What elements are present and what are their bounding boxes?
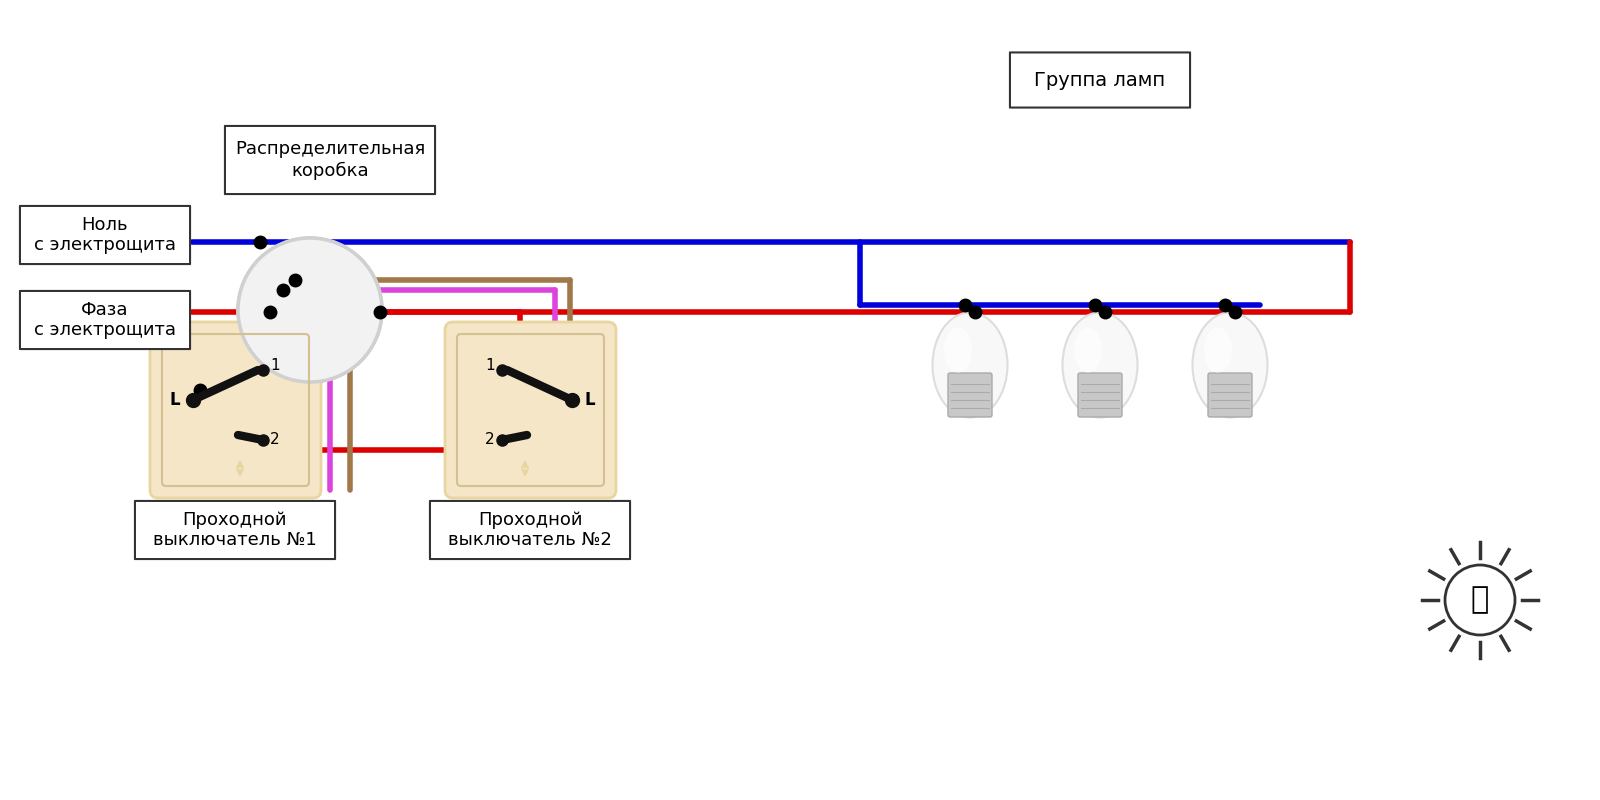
FancyBboxPatch shape bbox=[150, 322, 322, 498]
FancyBboxPatch shape bbox=[430, 501, 630, 559]
Text: 2: 2 bbox=[485, 433, 494, 447]
FancyBboxPatch shape bbox=[226, 126, 435, 194]
FancyBboxPatch shape bbox=[947, 373, 992, 417]
Text: L: L bbox=[170, 391, 181, 409]
Text: Ноль
с электрощита: Ноль с электрощита bbox=[34, 215, 176, 254]
Circle shape bbox=[238, 238, 382, 382]
Text: Фаза
с электрощита: Фаза с электрощита bbox=[34, 301, 176, 339]
Text: Проходной
выключатель №2: Проходной выключатель №2 bbox=[448, 510, 611, 550]
Ellipse shape bbox=[933, 313, 1008, 418]
Circle shape bbox=[238, 238, 382, 382]
Text: 1: 1 bbox=[485, 358, 494, 373]
Text: L: L bbox=[584, 391, 595, 409]
FancyBboxPatch shape bbox=[445, 322, 616, 498]
Text: Группа ламп: Группа ламп bbox=[1035, 70, 1165, 90]
Text: 2: 2 bbox=[270, 433, 280, 447]
FancyBboxPatch shape bbox=[134, 501, 334, 559]
Text: Распределительная
коробка: Распределительная коробка bbox=[235, 141, 426, 179]
Circle shape bbox=[1445, 565, 1515, 635]
Ellipse shape bbox=[1062, 313, 1138, 418]
FancyBboxPatch shape bbox=[1010, 53, 1190, 107]
Text: Проходной
выключатель №1: Проходной выключатель №1 bbox=[154, 510, 317, 550]
Ellipse shape bbox=[1205, 327, 1232, 373]
FancyBboxPatch shape bbox=[1208, 373, 1251, 417]
Ellipse shape bbox=[944, 327, 973, 373]
FancyBboxPatch shape bbox=[1078, 373, 1122, 417]
Text: 👏: 👏 bbox=[1470, 586, 1490, 614]
Ellipse shape bbox=[1192, 313, 1267, 418]
FancyBboxPatch shape bbox=[19, 291, 190, 349]
Text: 1: 1 bbox=[270, 358, 280, 373]
Ellipse shape bbox=[1074, 327, 1102, 373]
FancyBboxPatch shape bbox=[19, 206, 190, 264]
